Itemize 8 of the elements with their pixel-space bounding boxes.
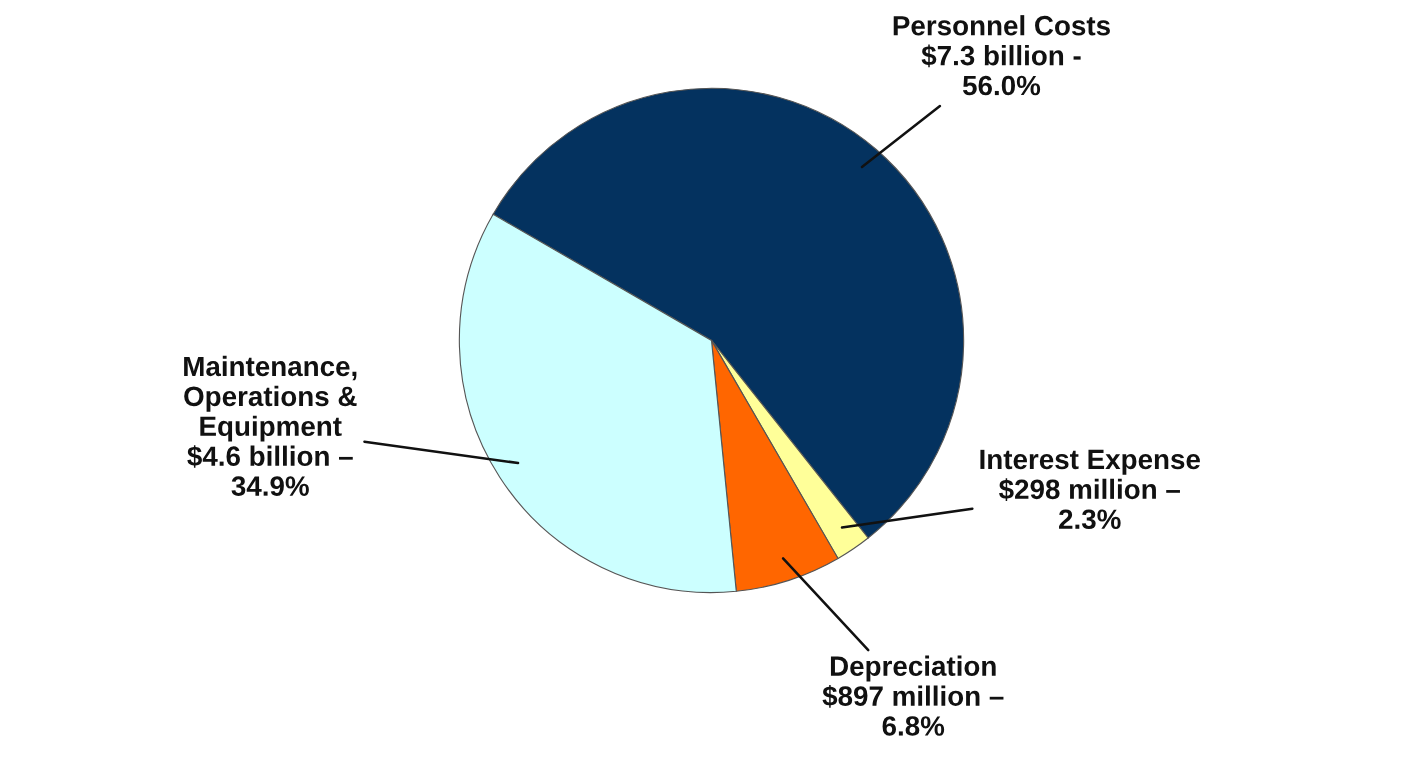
slice-label: Personnel Costs	[893, 15, 1110, 36]
data-label: $7.3 billion - 56.0%	[921, 44, 1081, 96]
data-label: $4.6 billion – 34.9%	[187, 445, 353, 496]
data-label: $298 million – 2.3%	[999, 478, 1180, 530]
slice-label: Interest Expense	[980, 449, 1200, 475]
slice-label: Maintenance, Operations & Equipment	[184, 355, 357, 442]
data-label: $897 million – 6.8%	[822, 685, 1004, 736]
slice-label: Depreciation	[830, 655, 996, 682]
